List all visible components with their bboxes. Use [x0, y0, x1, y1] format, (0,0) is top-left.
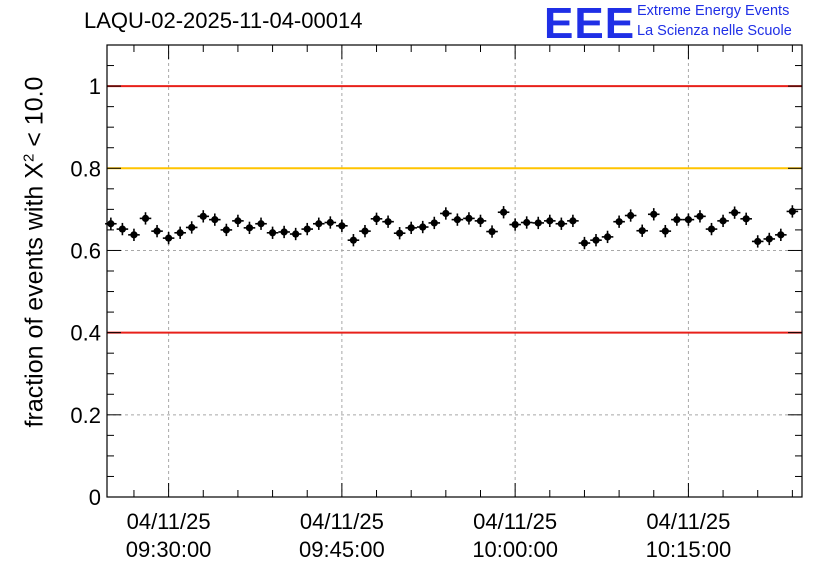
data-point	[419, 223, 427, 231]
y-axis-label-suffix: < 10.0	[20, 76, 49, 154]
data-point	[719, 217, 727, 225]
y-tick-label: 0.2	[70, 403, 101, 428]
y-axis-label-sup: 2	[20, 153, 38, 163]
data-point	[684, 216, 693, 224]
data-point	[349, 236, 358, 244]
data-point	[188, 223, 196, 232]
data-point	[176, 229, 184, 237]
data-point	[499, 208, 508, 216]
y-axis-label: fraction of events with X2 < 10.0	[20, 77, 49, 428]
data-point	[141, 214, 150, 223]
data-point	[673, 216, 681, 224]
data-point	[511, 220, 519, 229]
logo-line-2: La Scienza nelle Scuole	[637, 23, 792, 39]
data-point	[754, 237, 762, 246]
data-point	[788, 207, 796, 216]
plot-frame	[106, 44, 803, 498]
data-point	[280, 228, 288, 236]
x-tick-label-time: 09:45:00	[299, 537, 385, 562]
x-tick-label-time: 10:15:00	[646, 537, 732, 562]
data-point	[661, 227, 669, 235]
data-point	[407, 224, 415, 232]
y-axis-label-prefix: fraction of events with X	[20, 162, 49, 428]
data-point	[165, 234, 173, 242]
data-point	[592, 236, 600, 244]
data-point	[627, 211, 635, 220]
data-point	[153, 227, 161, 235]
data-point	[650, 210, 658, 218]
data-point	[234, 217, 242, 225]
y-tick-label: 0.4	[70, 321, 101, 346]
data-point	[696, 212, 704, 220]
data-point	[372, 215, 381, 223]
x-tick-label-date: 04/11/25	[473, 509, 557, 534]
data-point	[442, 209, 450, 218]
data-point	[118, 225, 127, 233]
data-point	[557, 220, 565, 228]
data-point	[430, 219, 438, 227]
data-point	[731, 209, 739, 217]
data-point	[488, 227, 496, 236]
data-point	[453, 216, 461, 224]
data-point	[315, 220, 323, 228]
logo-line-1: Extreme Energy Events	[637, 3, 790, 19]
x-tick-label-date: 04/11/25	[127, 509, 211, 534]
eee-logo: EEE	[544, 0, 636, 48]
x-tick-label-time: 09:30:00	[126, 537, 212, 562]
data-point	[257, 220, 265, 228]
data-point	[534, 219, 542, 227]
data-point	[303, 225, 311, 233]
y-tick-label: 0	[89, 485, 101, 510]
data-point	[326, 218, 334, 227]
data-point	[707, 225, 716, 233]
data-point	[638, 227, 646, 235]
data-point	[569, 217, 577, 225]
data-point	[465, 214, 473, 223]
data-point	[107, 220, 115, 228]
x-tick-label-date: 04/11/25	[646, 509, 730, 534]
y-tick-label: 0.6	[70, 238, 101, 263]
data-point	[765, 235, 773, 243]
y-tick-label: 0.8	[70, 156, 101, 181]
data-point	[361, 227, 369, 235]
x-tick-label-time: 10:00:00	[472, 537, 558, 562]
data-point	[338, 222, 346, 230]
data-point	[292, 230, 300, 238]
data-point	[742, 215, 750, 223]
data-point	[615, 218, 623, 226]
data-point	[268, 229, 277, 237]
x-tick-label-date: 04/11/25	[300, 509, 384, 534]
data-point	[222, 226, 230, 234]
data-point	[384, 218, 392, 226]
data-point	[199, 212, 207, 220]
data-point	[130, 231, 138, 239]
data-point	[603, 233, 612, 241]
data-point	[777, 231, 785, 239]
data-point	[245, 224, 254, 232]
data-point	[523, 218, 531, 227]
y-tick-label: 1	[89, 74, 101, 99]
data-point	[396, 229, 404, 237]
data-point	[211, 216, 219, 224]
data-point	[546, 217, 554, 225]
data-point	[476, 217, 485, 225]
data-point	[580, 239, 589, 247]
chart-title: LAQU-02-2025-11-04-00014	[84, 8, 363, 33]
